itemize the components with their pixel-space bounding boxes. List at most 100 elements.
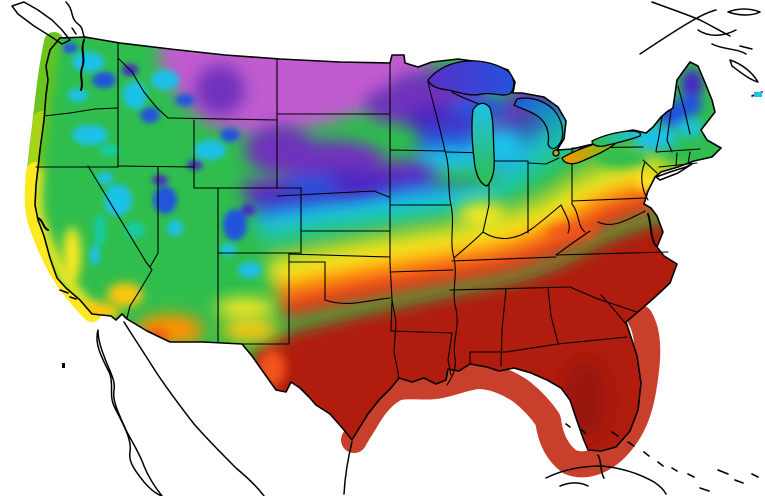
state-border-line — [389, 269, 454, 273]
san-francisco-bay — [37, 217, 49, 231]
temp-patch — [151, 70, 179, 90]
gulf-island — [71, 27, 77, 35]
bahamas-island — [657, 461, 664, 467]
bahamas-island — [597, 454, 605, 479]
island-dashes — [59, 91, 763, 492]
temp-patch — [596, 148, 648, 168]
state-border-line — [449, 286, 571, 291]
temp-patch — [241, 204, 255, 216]
temp-patch — [245, 125, 315, 175]
baja-california — [96, 329, 163, 496]
caribbean-island — [751, 473, 759, 478]
mountain-west-patches — [62, 43, 262, 278]
cuba-inner-coast — [559, 482, 589, 487]
state-border-line — [288, 253, 391, 258]
temp-patch — [100, 144, 120, 156]
state-border-line — [527, 157, 560, 165]
state-border-line — [505, 336, 628, 353]
bahamas-island — [565, 423, 571, 428]
bahamas-island — [581, 429, 586, 434]
state-border-line — [600, 294, 628, 326]
temp-patch — [90, 245, 100, 265]
temp-patch — [220, 128, 240, 142]
chesapeake-bay — [647, 213, 657, 247]
nova-scotia — [729, 59, 759, 83]
state-border-line — [43, 107, 119, 117]
lake-ontario — [591, 130, 642, 147]
caribbean-island — [734, 479, 744, 484]
bahamas-island — [643, 451, 650, 457]
mojave-gold — [107, 283, 143, 307]
state-border-line — [451, 256, 557, 262]
temp-patch — [62, 43, 78, 53]
temp-patch — [175, 94, 195, 106]
state-border-line — [677, 85, 691, 135]
temp-patch — [125, 222, 145, 238]
teal-pockets — [94, 144, 145, 246]
state-border-line — [555, 230, 591, 256]
nm-south-gold — [222, 318, 278, 342]
state-border-line — [655, 116, 663, 152]
state-border-line — [569, 286, 638, 313]
caribbean-island — [717, 469, 729, 475]
state-border-line — [117, 57, 169, 119]
temp-patch — [72, 125, 108, 145]
temp-patch — [678, 93, 702, 117]
state-border-line — [288, 261, 326, 301]
state-border-line — [555, 251, 669, 256]
temp-patch — [194, 140, 226, 160]
vancouver-island — [11, 1, 71, 45]
gaspe-peninsula — [697, 29, 737, 36]
temp-patch — [223, 209, 247, 241]
anticosti-island — [727, 8, 761, 16]
state-border-line — [571, 197, 648, 202]
nm-mid-yellow — [215, 298, 275, 318]
st-lawrence-north-shore — [651, 1, 731, 37]
state-borders — [35, 42, 701, 386]
lake-st-clair — [552, 149, 560, 157]
temp-patch — [104, 184, 132, 216]
state-border-line — [276, 190, 390, 198]
puget-sound — [80, 39, 85, 91]
temp-patch — [94, 214, 106, 246]
blue-pockets — [62, 43, 247, 241]
band-orange — [273, 174, 677, 295]
state-border-line — [655, 148, 701, 153]
temp-patch — [123, 81, 147, 109]
temp-patch — [633, 126, 677, 150]
bahamas-island — [627, 441, 635, 447]
cuba-north-coast — [545, 465, 667, 495]
state-border-line — [391, 299, 400, 379]
long-island — [655, 163, 693, 181]
state-border-line — [390, 330, 453, 334]
state-border-line — [427, 81, 446, 152]
state-border-line — [675, 152, 678, 167]
map-extras — [59, 91, 763, 492]
state-border-line — [117, 165, 195, 168]
new-brunswick-coast — [711, 43, 747, 55]
state-border-line — [642, 159, 658, 174]
state-border-line — [571, 203, 586, 233]
band-red — [281, 193, 689, 319]
temp-patch — [195, 65, 245, 115]
state-border-line — [87, 165, 147, 263]
temp-patch — [458, 203, 506, 227]
guadalupe-island — [62, 363, 65, 368]
temp-patch — [238, 262, 262, 278]
state-border-line — [444, 150, 458, 386]
channel-island — [69, 296, 77, 300]
temp-patch — [92, 72, 116, 88]
state-border-line — [560, 204, 570, 234]
temp-patch — [430, 166, 506, 186]
state-border-line — [658, 162, 698, 168]
temp-patch — [140, 107, 160, 123]
state-border-line — [597, 210, 646, 226]
state-border-line — [167, 117, 278, 121]
st-lawrence-south-shore — [639, 9, 717, 55]
bahamas-island — [687, 473, 695, 478]
temp-patch — [282, 175, 338, 195]
caribbean-island — [699, 487, 710, 492]
inland-water-marks — [37, 39, 657, 247]
